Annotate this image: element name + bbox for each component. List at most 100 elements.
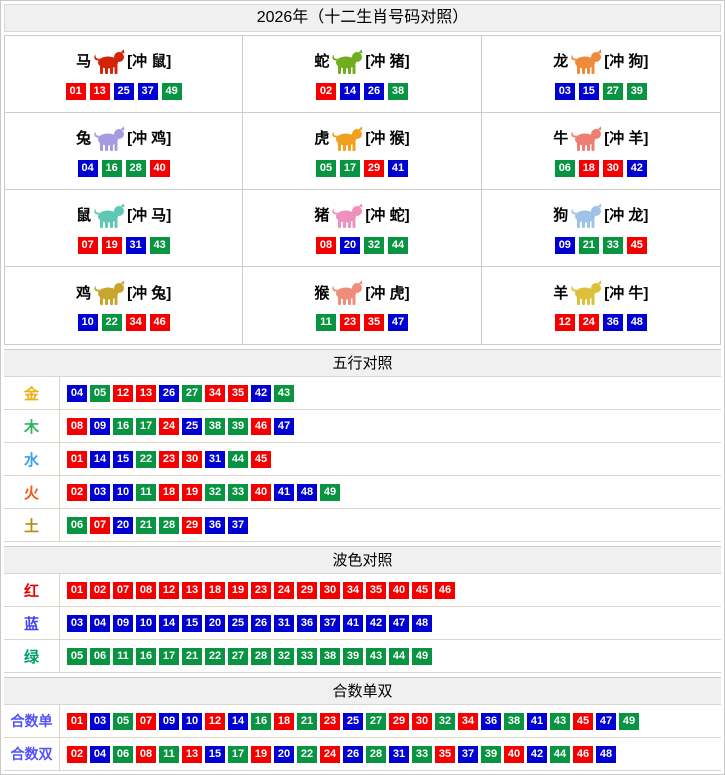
rabbit-icon [94, 125, 125, 151]
number-ball: 27 [602, 82, 623, 100]
number-ball: 12 [159, 581, 179, 599]
number-ball: 32 [435, 712, 455, 730]
number-ball: 11 [159, 745, 179, 763]
number-ball: 33 [228, 483, 248, 501]
zodiac-clash-label: [冲 蛇] [365, 207, 410, 224]
number-ball: 40 [149, 159, 170, 177]
number-ball: 13 [182, 745, 202, 763]
number-ball: 14 [159, 614, 179, 632]
row-label: 金 [4, 377, 60, 409]
number-ball: 32 [274, 647, 294, 665]
section-row: 蓝 03 04 09 10 14 15 20 25 26 31 36 37 41 42 47 48 [4, 607, 721, 640]
zodiac-cell: 兔 [冲 鸡] 04 16 28 40 [5, 113, 244, 190]
number-ball: 29 [389, 712, 409, 730]
number-ball: 30 [602, 159, 623, 177]
zodiac-name-line: 虎 [冲 猴] [314, 125, 410, 152]
number-ball: 16 [101, 159, 122, 177]
number-ball: 41 [387, 159, 408, 177]
number-ball: 32 [363, 236, 384, 254]
number-ball: 47 [596, 712, 616, 730]
number-ball: 05 [113, 712, 133, 730]
number-ball: 27 [228, 647, 248, 665]
number-ball: 04 [90, 745, 110, 763]
number-ball: 23 [251, 581, 271, 599]
number-ball: 39 [481, 745, 501, 763]
goat-icon [571, 280, 602, 305]
number-ball: 07 [136, 712, 156, 730]
number-ball: 14 [90, 450, 110, 468]
zodiac-numbers: 12 24 36 48 [554, 314, 647, 331]
number-ball: 13 [89, 82, 110, 100]
dragon-icon [571, 48, 602, 74]
number-ball: 12 [205, 712, 225, 730]
row-label: 合数双 [4, 738, 60, 770]
number-ball: 18 [274, 712, 294, 730]
zodiac-clash-label: [冲 鼠] [127, 53, 172, 70]
number-ball: 01 [67, 450, 87, 468]
number-ball: 41 [274, 483, 294, 501]
number-ball: 34 [125, 314, 146, 331]
zodiac-numbers: 05 17 29 41 [315, 159, 408, 177]
number-ball: 30 [412, 712, 432, 730]
zodiac-icon-wrap [330, 280, 364, 306]
number-ball: 22 [101, 314, 122, 331]
number-ball: 05 [90, 384, 110, 402]
dog-icon [571, 202, 602, 228]
number-ball: 23 [159, 450, 179, 468]
number-ball: 04 [77, 159, 98, 177]
number-ball: 28 [366, 745, 386, 763]
number-ball: 11 [136, 483, 156, 501]
number-ball: 49 [161, 82, 182, 100]
number-ball: 19 [251, 745, 271, 763]
number-ball: 08 [136, 745, 156, 763]
number-ball: 08 [136, 581, 156, 599]
sections-container: 五行对照金 04 05 12 13 26 27 34 35 42 43 木 08 09 16 17 24 25 38… [4, 349, 721, 771]
row-numbers: 01 14 15 22 23 30 31 44 45 [60, 443, 271, 475]
section-row: 红 01 02 07 08 12 13 18 19 23 24 29 30 34 35 40 45 46 [4, 574, 721, 607]
row-numbers: 03 04 09 10 14 15 20 25 26 31 36 37 41 42 47 48 [60, 607, 432, 639]
zodiac-name-line: 狗 [冲 龙] [553, 202, 648, 229]
number-ball: 49 [412, 647, 432, 665]
number-ball: 23 [320, 712, 340, 730]
number-ball: 06 [113, 745, 133, 763]
zodiac-cell: 鼠 [冲 马] 07 19 31 43 [5, 190, 244, 267]
number-ball: 26 [343, 745, 363, 763]
zodiac-numbers: 10 22 34 46 [77, 314, 170, 331]
number-ball: 31 [274, 614, 294, 632]
number-ball: 47 [389, 614, 409, 632]
row-numbers: 02 04 06 08 11 13 15 17 19 20 22 24 26 28 31 33 35 37 39 40… [60, 738, 616, 770]
section-row: 木 08 09 16 17 24 25 38 39 46 47 [4, 410, 721, 443]
number-ball: 30 [320, 581, 340, 599]
zodiac-name-line: 羊 [冲 牛] [553, 280, 648, 306]
number-ball: 05 [67, 647, 87, 665]
section-row: 火 02 03 10 11 18 19 32 33 40 41 48 49 [4, 476, 721, 509]
row-label: 木 [4, 410, 60, 442]
number-ball: 23 [339, 314, 360, 331]
number-ball: 15 [205, 745, 225, 763]
number-ball: 15 [113, 450, 133, 468]
number-ball: 02 [67, 483, 87, 501]
number-ball: 38 [205, 417, 225, 435]
zodiac-numbers: 02 14 26 38 [315, 82, 408, 100]
number-ball: 03 [90, 483, 110, 501]
zodiac-clash-label: [冲 马] [127, 207, 172, 224]
number-ball: 24 [578, 314, 599, 331]
number-ball: 19 [101, 236, 122, 254]
number-ball: 08 [67, 417, 87, 435]
number-ball: 43 [550, 712, 570, 730]
number-ball: 36 [481, 712, 501, 730]
number-ball: 27 [366, 712, 386, 730]
zodiac-name: 龙 [553, 53, 569, 70]
zodiac-icon-wrap [569, 48, 603, 75]
zodiac-name: 羊 [553, 284, 569, 302]
number-ball: 01 [65, 82, 86, 100]
number-ball: 24 [320, 745, 340, 763]
zodiac-name-line: 蛇 [冲 猪] [314, 48, 410, 75]
number-ball: 26 [363, 82, 384, 100]
zodiac-name: 蛇 [314, 53, 330, 70]
zodiac-clash-label: [冲 羊] [604, 130, 649, 147]
number-ball: 02 [90, 581, 110, 599]
tiger-icon [332, 125, 363, 151]
number-ball: 18 [578, 159, 599, 177]
section-row: 合数单 01 03 05 07 09 10 12 14 16 18 21 23 25 27 29 30 32 34 3… [4, 705, 721, 738]
